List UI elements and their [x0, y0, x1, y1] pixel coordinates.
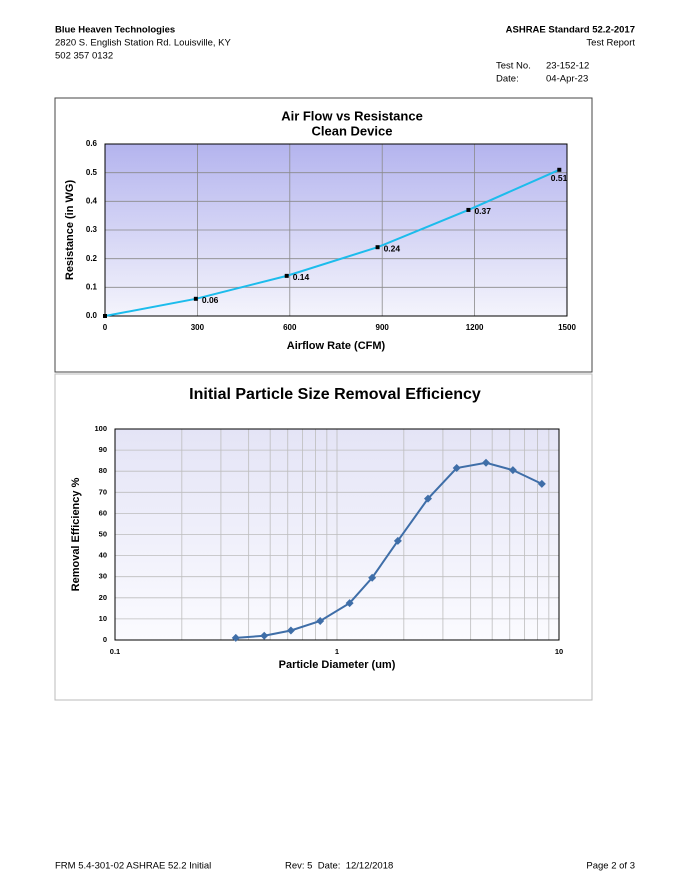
- marker: [103, 314, 107, 318]
- x-tick-label: 0: [103, 323, 108, 332]
- data-line: [104, 168, 560, 317]
- marker: [452, 464, 461, 473]
- y-tick-label: 70: [99, 487, 107, 496]
- marker: [284, 273, 289, 278]
- marker: [368, 573, 377, 582]
- marker: [345, 599, 354, 608]
- y-tick-label: 0.0: [86, 311, 98, 320]
- test-no-label: Test No.: [496, 61, 531, 72]
- marker: [537, 479, 546, 488]
- standard: ASHRAE Standard 52.2-2017: [506, 25, 635, 36]
- test-no: 23-152-12: [546, 61, 589, 72]
- date: 04-Apr-23: [546, 74, 588, 85]
- value-label: 0.51: [551, 173, 568, 183]
- x-tick-label: 1200: [466, 323, 484, 332]
- y-tick-label: 10: [99, 614, 107, 623]
- value-label: 0.14: [293, 272, 310, 282]
- y-tick-label: 50: [99, 529, 107, 538]
- x-axis-label: Airflow Rate (CFM): [287, 340, 386, 352]
- y-tick-label: 0.5: [86, 168, 98, 177]
- y-tick-label: 0.3: [86, 225, 98, 234]
- marker: [393, 536, 402, 545]
- y-tick-label: 80: [99, 466, 107, 475]
- x-axis-label: Particle Diameter (um): [279, 659, 396, 671]
- data-line: [235, 461, 543, 639]
- y-tick-label: 0.2: [86, 254, 98, 263]
- y-axis-label: Removal Efficiency %: [70, 477, 82, 591]
- address: 2820 S. English Station Rd. Louisville, …: [55, 38, 232, 49]
- y-axis-label: Resistance (in WG): [64, 180, 76, 281]
- y-tick-label: 100: [94, 424, 107, 433]
- x-tick-label: 300: [191, 323, 205, 332]
- marker: [231, 633, 240, 642]
- x-tick-label: 900: [376, 323, 390, 332]
- phone: 502 357 0132: [55, 51, 113, 62]
- y-tick-label: 0: [103, 635, 107, 644]
- y-tick-label: 20: [99, 593, 107, 602]
- marker: [260, 631, 269, 640]
- x-tick-label: 0.1: [110, 647, 120, 656]
- value-label: 0.24: [384, 243, 401, 253]
- y-tick-label: 40: [99, 551, 107, 560]
- chart-subtitle: Clean Device: [312, 123, 393, 138]
- chart-title: Air Flow vs Resistance: [281, 108, 423, 123]
- footer-form: FRM 5.4-301-02 ASHRAE 52.2 Initial: [55, 861, 211, 872]
- footer-rev: Rev: 5 Date: 12/12/2018: [285, 861, 393, 872]
- y-tick-label: 60: [99, 508, 107, 517]
- x-tick-label: 1500: [558, 323, 576, 332]
- plot-border: [114, 428, 560, 641]
- y-tick-label: 30: [99, 572, 107, 581]
- date-label: Date:: [496, 74, 519, 85]
- marker: [424, 494, 433, 503]
- value-label: 0.37: [474, 206, 491, 216]
- plot-border: [104, 143, 568, 317]
- marker: [286, 626, 295, 635]
- x-tick-label: 10: [555, 647, 563, 656]
- value-label: 0.06: [202, 295, 219, 305]
- marker: [375, 245, 380, 250]
- marker: [316, 617, 325, 626]
- y-tick-label: 0.6: [86, 139, 98, 148]
- marker: [508, 466, 517, 475]
- marker: [557, 167, 562, 172]
- marker: [193, 296, 198, 301]
- footer-page: Page 2 of 3: [586, 861, 635, 872]
- marker: [466, 207, 471, 212]
- chart-title: Initial Particle Size Removal Efficiency: [189, 386, 481, 403]
- y-tick-label: 0.4: [86, 196, 98, 205]
- report: Test Report: [586, 38, 635, 49]
- y-tick-label: 0.1: [86, 282, 98, 291]
- y-tick-label: 90: [99, 445, 107, 454]
- x-tick-label: 600: [283, 323, 297, 332]
- marker: [482, 458, 491, 467]
- x-tick-label: 1: [335, 647, 339, 656]
- company: Blue Heaven Technologies: [55, 25, 175, 36]
